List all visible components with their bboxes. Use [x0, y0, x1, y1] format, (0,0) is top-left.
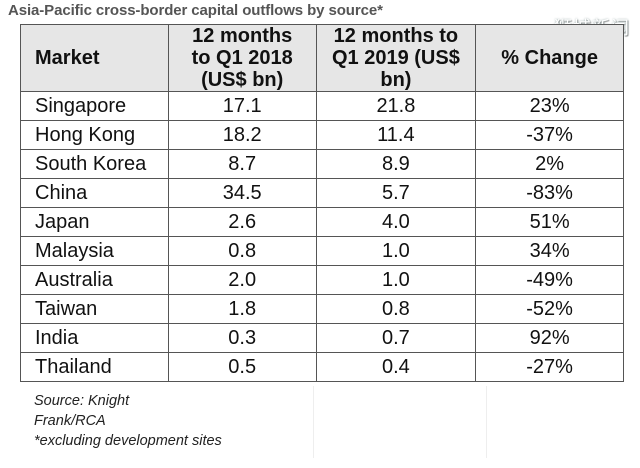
cell-q1-2019: 11.4: [315, 120, 477, 150]
cell-q1-2018: 34.5: [167, 178, 317, 208]
header-row: Market 12 months to Q1 2018 (US$ bn) 12 …: [20, 24, 624, 92]
cell-market: India: [20, 323, 169, 353]
table-row: India 0.3 0.7 92%: [20, 323, 624, 353]
source-line-2: Frank/RCA: [34, 413, 106, 429]
header-q1-2019-line3: bn): [380, 69, 412, 91]
cell-q1-2018: 17.1: [167, 91, 317, 121]
cell-market: South Korea: [20, 149, 169, 179]
header-q1-2019-line1: 12 months to: [333, 25, 459, 47]
header-market-line: Market: [35, 47, 100, 69]
header-q1-2018-line3: (US$ bn): [201, 69, 284, 91]
table-body: Singapore 17.1 21.8 23% Hong Kong 18.2 11.4 -37…: [20, 91, 624, 382]
table-row: Thailand 0.5 0.4 -27%: [20, 352, 624, 382]
cell-q1-2019: 8.9: [315, 149, 477, 179]
cell-change: 34%: [475, 236, 624, 266]
table-row: Hong Kong 18.2 11.4 -37%: [20, 120, 624, 150]
cell-q1-2018: 8.7: [167, 149, 317, 179]
cell-change: -49%: [475, 265, 624, 295]
cell-q1-2019: 5.7: [315, 178, 477, 208]
cell-q1-2019: 4.0: [315, 207, 477, 237]
cell-market: Taiwan: [20, 294, 169, 324]
cell-q1-2018: 1.8: [167, 294, 317, 324]
cell-market: Thailand: [20, 352, 169, 382]
table-row: Japan 2.6 4.0 51%: [20, 207, 624, 237]
cell-market: Hong Kong: [20, 120, 169, 150]
header-change: % Change: [475, 24, 624, 92]
cell-market: Singapore: [20, 91, 169, 121]
cell-change: -83%: [475, 178, 624, 208]
cell-q1-2019: 1.0: [315, 236, 477, 266]
cell-change: -27%: [475, 352, 624, 382]
table-row: Malaysia 0.8 1.0 34%: [20, 236, 624, 266]
cell-q1-2018: 18.2: [167, 120, 317, 150]
cell-q1-2019: 0.4: [315, 352, 477, 382]
table-row: Singapore 17.1 21.8 23%: [20, 91, 624, 121]
table-title: Asia-Pacific cross-border capital outflo…: [8, 2, 383, 19]
cell-change: 2%: [475, 149, 624, 179]
source-line-1: Source: Knight: [34, 393, 130, 409]
table-row: China 34.5 5.7 -83%: [20, 178, 624, 208]
header-market: Market: [20, 24, 169, 92]
cell-q1-2019: 0.8: [315, 294, 477, 324]
cell-market: China: [20, 178, 169, 208]
table-notes: Source: Knight Frank/RCA *excluding deve…: [34, 391, 222, 451]
faint-column-outline: [313, 386, 487, 458]
table-row: Taiwan 1.8 0.8 -52%: [20, 294, 624, 324]
cell-change: 23%: [475, 91, 624, 121]
header-q1-2018-line1: 12 months: [192, 25, 293, 47]
header-q1-2019-line2: Q1 2019 (US$: [331, 47, 460, 69]
header-change-line: % Change: [501, 47, 598, 69]
cell-market: Japan: [20, 207, 169, 237]
cell-q1-2018: 2.6: [167, 207, 317, 237]
cell-q1-2019: 1.0: [315, 265, 477, 295]
footnote: *excluding development sites: [34, 433, 222, 449]
cell-change: 51%: [475, 207, 624, 237]
cell-q1-2018: 2.0: [167, 265, 317, 295]
header-q1-2018: 12 months to Q1 2018 (US$ bn): [167, 24, 317, 92]
cell-q1-2018: 0.3: [167, 323, 317, 353]
table-row: Australia 2.0 1.0 -49%: [20, 265, 624, 295]
header-q1-2019: 12 months to Q1 2019 (US$ bn): [315, 24, 477, 92]
cell-market: Australia: [20, 265, 169, 295]
header-q1-2018-line2: to Q1 2018: [191, 47, 293, 69]
cell-market: Malaysia: [20, 236, 169, 266]
cell-change: -37%: [475, 120, 624, 150]
cell-q1-2019: 21.8: [315, 91, 477, 121]
cell-q1-2018: 0.8: [167, 236, 317, 266]
table-row: South Korea 8.7 8.9 2%: [20, 149, 624, 179]
cell-change: 92%: [475, 323, 624, 353]
cell-q1-2019: 0.7: [315, 323, 477, 353]
cell-change: -52%: [475, 294, 624, 324]
cell-q1-2018: 0.5: [167, 352, 317, 382]
capital-outflows-table: Market 12 months to Q1 2018 (US$ bn) 12 …: [20, 24, 624, 382]
